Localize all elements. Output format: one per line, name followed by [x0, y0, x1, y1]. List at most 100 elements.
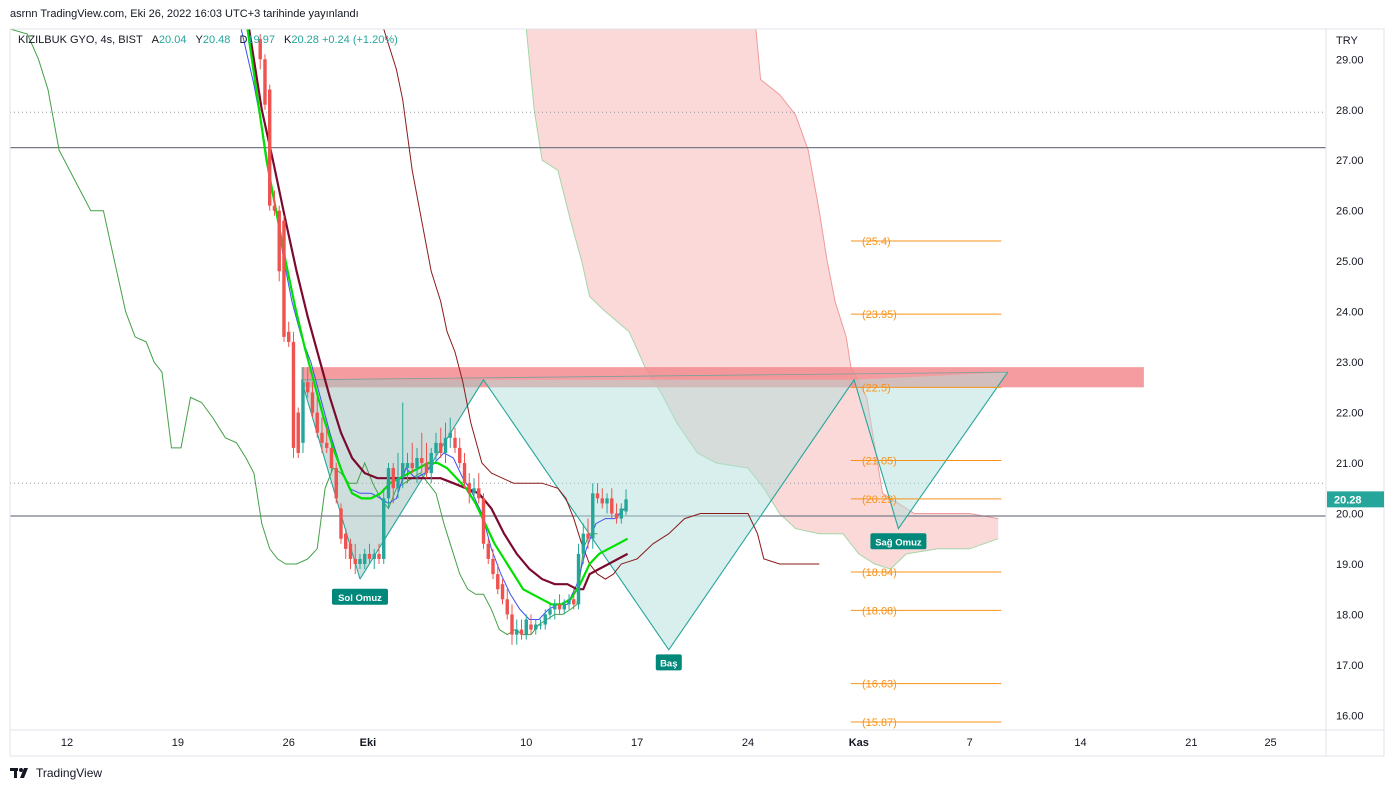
candle-body-57 — [529, 624, 533, 630]
candle-body-72 — [600, 498, 604, 504]
candle-body-30 — [401, 463, 405, 479]
price-tick-12: 28.00 — [1336, 105, 1364, 117]
candle-body-7 — [291, 341, 296, 448]
price-tick-8: 24.00 — [1336, 307, 1364, 319]
time-tick-6: 24 — [742, 737, 754, 749]
candle-body-77 — [624, 499, 628, 512]
candle-body-45 — [472, 488, 476, 494]
head-fill — [483, 379, 855, 650]
fib-label-2: (22.5) — [862, 382, 891, 394]
last-price-label: 20.28 — [1334, 494, 1362, 506]
change-value: +0.24 (+1.20%) — [321, 34, 398, 46]
candle-body-62 — [553, 604, 557, 610]
candle-body-33 — [415, 457, 419, 469]
candle-body-67 — [576, 553, 581, 605]
fib-label-7: (16.63) — [862, 679, 897, 691]
time-tick-4: 10 — [520, 737, 532, 749]
chart-frame — [9, 28, 1385, 757]
price-tick-2: 18.00 — [1336, 609, 1364, 621]
candle-body-56 — [524, 619, 528, 635]
candle-body-70 — [591, 493, 595, 539]
pattern-label-bg-2 — [870, 533, 927, 550]
candle-body-24 — [372, 553, 376, 559]
currency-label: TRY — [1336, 35, 1358, 47]
candle-body-27 — [386, 468, 391, 499]
candle-body-36 — [429, 452, 433, 474]
candle-body-29 — [396, 478, 400, 489]
candle-body-25 — [377, 553, 381, 559]
candle-body-13 — [320, 432, 324, 443]
price-tick-4: 20.00 — [1336, 509, 1364, 521]
pattern-label-2: Sağ Omuz — [875, 537, 922, 548]
time-tick-1: 19 — [172, 737, 184, 749]
footer-brand[interactable]: TradingView — [36, 766, 103, 780]
price-tick-5: 21.00 — [1336, 458, 1364, 470]
high-value: 20.48 — [202, 34, 231, 46]
candle-body-22 — [363, 553, 367, 564]
neckline — [301, 371, 1008, 381]
time-tick-10: 21 — [1185, 737, 1197, 749]
price-tick-1: 17.00 — [1336, 660, 1364, 672]
plot-area — [10, 29, 1326, 651]
candle-body-10 — [306, 382, 310, 393]
candle-body-39 — [443, 437, 448, 453]
candle-body-68 — [581, 533, 585, 554]
pattern-label-bg-0 — [331, 588, 388, 605]
open-value: 20.04 — [158, 34, 187, 46]
price-tick-13: 29.00 — [1336, 54, 1364, 66]
candle-body-0 — [258, 39, 262, 60]
head-shoulders-outline — [359, 371, 1009, 651]
close-label: K — [284, 34, 292, 46]
open-label: A — [151, 34, 159, 46]
candle-body-37 — [434, 442, 438, 453]
candle-body-19 — [348, 543, 353, 559]
high-label: Y — [195, 34, 203, 46]
low-label: D — [239, 34, 248, 46]
fib-label-0: (25.4) — [862, 236, 891, 248]
candle-body-59 — [538, 624, 543, 626]
symbol-name: KIZILBUK GYO, 4s, BIST — [18, 34, 143, 46]
time-tick-8: 7 — [967, 737, 973, 749]
fib-label-8: (15.87) — [862, 717, 897, 729]
candle-body-11 — [310, 392, 315, 413]
candle-body-8 — [296, 412, 300, 453]
time-tick-9: 14 — [1074, 737, 1086, 749]
symbol-legend: KIZILBUK GYO, 4s, BIST A20.04 Y20.48 D19… — [18, 34, 398, 46]
price-tick-3: 19.00 — [1336, 559, 1364, 571]
low-value: 19.97 — [247, 34, 275, 46]
candle-body-26 — [382, 498, 386, 559]
footer: TradingView — [10, 766, 102, 780]
price-tick-10: 26.00 — [1336, 206, 1364, 218]
candle-body-75 — [614, 513, 619, 519]
candle-body-21 — [358, 558, 362, 564]
ichimoku-cloud-red — [526, 29, 999, 569]
candle-body-76 — [619, 508, 623, 519]
candle-body-66 — [572, 599, 576, 605]
candle-body-44 — [467, 483, 471, 494]
price-tick-7: 23.00 — [1336, 357, 1364, 369]
candle-body-43 — [462, 463, 467, 484]
candle-body-14 — [325, 442, 329, 448]
candle-body-74 — [610, 498, 614, 514]
candle-body-65 — [567, 599, 571, 605]
price-tick-11: 27.00 — [1336, 155, 1364, 167]
candle-body-71 — [595, 493, 600, 499]
candle-body-2 — [268, 89, 272, 206]
candle-body-53 — [510, 614, 514, 635]
candle-body-18 — [344, 533, 348, 549]
candle-body-31 — [405, 463, 410, 469]
candle-body-4 — [277, 210, 281, 272]
price-tick-0: 16.00 — [1336, 710, 1364, 722]
candle-body-48 — [486, 543, 490, 559]
candle-body-63 — [557, 604, 562, 610]
candle-body-35 — [424, 463, 429, 474]
candle-body-73 — [605, 498, 609, 504]
right-shoulder-fill — [854, 372, 1008, 529]
candle-body-9 — [301, 382, 305, 443]
candle-body-64 — [562, 604, 566, 610]
time-tick-3: Eki — [360, 737, 377, 749]
candle-body-61 — [548, 609, 552, 615]
candle-body-5 — [282, 220, 286, 337]
fib-label-5: (18.84) — [862, 567, 897, 579]
